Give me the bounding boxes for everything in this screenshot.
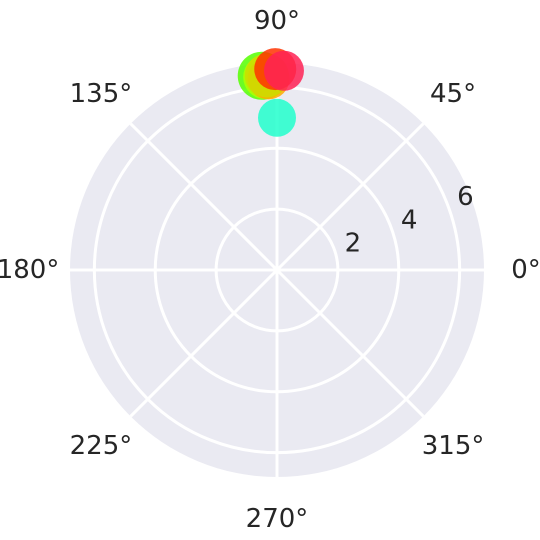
- radial-tick-label-6: 6: [457, 182, 474, 212]
- radial-tick-label-4: 4: [401, 205, 418, 235]
- angular-tick-label-135: 135°: [70, 79, 133, 109]
- angular-tick-label-90: 90°: [254, 6, 300, 36]
- angular-tick-label-270: 270°: [246, 504, 309, 534]
- scatter-point-7: [264, 51, 304, 91]
- angular-tick-label-180: 180°: [0, 255, 59, 285]
- angular-tick-label-0: 0°: [511, 255, 540, 285]
- scatter-point-1: [258, 99, 296, 137]
- angular-tick-label-315: 315°: [422, 431, 485, 461]
- angular-tick-label-45: 45°: [430, 79, 476, 109]
- radial-tick-label-2: 2: [345, 229, 362, 259]
- angular-tick-label-225: 225°: [70, 431, 133, 461]
